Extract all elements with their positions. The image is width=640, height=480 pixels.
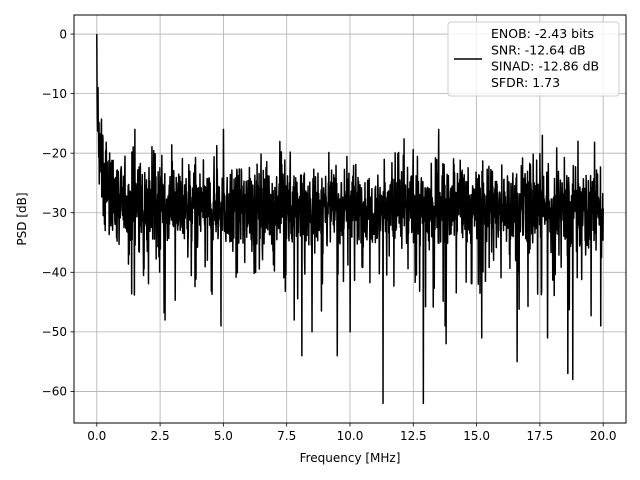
legend-line: SFDR: 1.73 — [491, 75, 560, 90]
y-axis-label: PSD [dB] — [15, 192, 29, 245]
x-axis: 0.0 2.5 5.0 7.5 10.0 12.5 15.0 17.5 20.0 — [87, 423, 617, 443]
x-tick-label: 12.5 — [400, 429, 427, 443]
x-axis-label: Frequency [MHz] — [300, 451, 401, 465]
y-tick-label: 0 — [59, 27, 67, 41]
legend-line: SINAD: -12.86 dB — [491, 59, 599, 74]
legend-line: SNR: -12.64 dB — [491, 42, 586, 57]
y-axis: 0 −10 −20 −30 −40 −50 −60 — [42, 27, 74, 399]
legend-box — [447, 21, 620, 97]
x-tick-label: 0.0 — [87, 429, 106, 443]
plot-area — [96, 34, 604, 405]
x-tick-label: 2.5 — [151, 429, 170, 443]
legend-line: ENOB: -2.43 bits — [491, 26, 594, 41]
x-tick-label: 15.0 — [463, 429, 490, 443]
y-tick-label: −20 — [42, 146, 67, 160]
x-tick-label: 5.0 — [214, 429, 233, 443]
x-tick-label: 7.5 — [277, 429, 296, 443]
x-tick-label: 17.5 — [527, 429, 554, 443]
x-tick-label: 10.0 — [337, 429, 364, 443]
legend: ENOB: -2.43 bits SNR: -12.64 dB SINAD: -12… — [447, 21, 620, 97]
y-tick-label: −40 — [42, 266, 67, 280]
y-tick-label: −60 — [42, 385, 67, 399]
psd-series-line — [96, 34, 604, 405]
y-tick-label: −30 — [42, 206, 67, 220]
y-tick-label: −50 — [42, 325, 67, 339]
y-tick-label: −10 — [42, 87, 67, 101]
x-tick-label: 20.0 — [590, 429, 617, 443]
legend-entry-stats: ENOB: -2.43 bits SNR: -12.64 dB SINAD: -12… — [491, 26, 599, 90]
